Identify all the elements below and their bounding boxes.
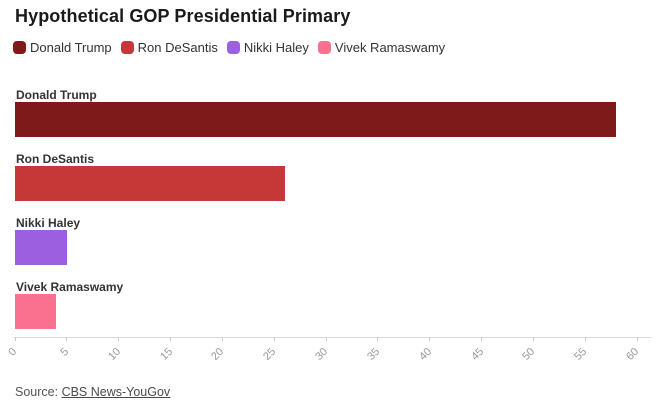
x-axis-tick — [14, 337, 16, 341]
x-axis-tick-label: 15 — [157, 345, 175, 363]
x-axis-tick — [273, 337, 275, 341]
legend: Donald Trump Ron DeSantis Nikki Haley Vivek… — [13, 40, 445, 55]
bar-donald-trump — [15, 102, 617, 137]
bar-vivek-ramaswamy — [15, 294, 57, 329]
bar-label-nikki-haley: Nikki Haley — [16, 216, 81, 230]
x-axis-tick-label: 50 — [520, 345, 538, 363]
x-axis-tick — [221, 337, 223, 341]
source-link[interactable]: CBS News-YouGov — [61, 385, 171, 399]
bar-label-ron-desantis: Ron DeSantis — [16, 152, 95, 166]
bar-ron-desantis — [15, 166, 285, 201]
legend-item-nikki-haley: Nikki Haley — [226, 40, 309, 55]
x-axis-tick-label: 20 — [209, 345, 227, 363]
x-axis-tick-label: 40 — [416, 345, 434, 363]
x-axis-tick — [325, 337, 327, 341]
x-axis-tick-label: 25 — [261, 345, 279, 363]
legend-item-ron-desantis: Ron DeSantis — [120, 40, 218, 55]
x-axis-tick — [66, 337, 68, 341]
source-line: Source: CBS News-YouGov — [15, 385, 170, 399]
chart-row-vivek-ramaswamy: Vivek Ramaswamy — [15, 280, 637, 332]
x-axis-tick-label: 0 — [6, 345, 20, 359]
legend-item-vivek-ramaswamy: Vivek Ramaswamy — [317, 40, 446, 55]
x-axis-tick — [584, 337, 586, 341]
x-axis-tick-label: 60 — [624, 345, 642, 363]
x-axis-tick — [377, 337, 379, 341]
legend-item-label: Nikki Haley — [243, 40, 309, 55]
x-axis-line — [14, 337, 651, 338]
bar-label-vivek-ramaswamy: Vivek Ramaswamy — [16, 280, 124, 294]
x-axis-tick — [636, 337, 638, 341]
x-axis-tick — [429, 337, 431, 341]
legend-item-label: Ron DeSantis — [137, 40, 218, 55]
bar-label-donald-trump: Donald Trump — [16, 88, 97, 102]
x-axis-tick — [481, 337, 482, 341]
chart-row-donald-trump: Donald Trump — [15, 88, 637, 140]
x-axis-tick-label: 55 — [572, 345, 590, 363]
legend-swatch-icon — [13, 41, 26, 54]
x-axis-tick — [170, 337, 171, 341]
chart-row-ron-desantis: Ron DeSantis — [15, 152, 637, 204]
x-axis-tick-label: 35 — [364, 345, 383, 363]
x-axis-tick-label: 10 — [105, 345, 123, 363]
x-axis-tick — [532, 337, 534, 341]
x-axis-tick-label: 30 — [313, 345, 331, 363]
legend-item-label: Donald Trump — [30, 40, 112, 55]
legend-item-label: Vivek Ramaswamy — [334, 40, 446, 55]
chart-row-nikki-haley: Nikki Haley — [15, 216, 637, 268]
legend-item-donald-trump: Donald Trump — [13, 40, 112, 55]
bar-chart: Donald Trump Ron DeSantis Nikki Haley Vivek… — [6, 86, 651, 363]
bar-nikki-haley — [15, 230, 67, 265]
source-prefix: Source: — [15, 385, 62, 399]
x-axis-tick — [118, 337, 120, 341]
chart-title: Hypothetical GOP Presidential Primary — [15, 6, 351, 26]
legend-swatch-icon — [226, 41, 240, 54]
x-axis-tick-label: 45 — [468, 345, 486, 363]
legend-swatch-icon — [317, 41, 331, 54]
legend-swatch-icon — [120, 41, 134, 54]
x-axis-tick-label: 5 — [58, 345, 72, 359]
